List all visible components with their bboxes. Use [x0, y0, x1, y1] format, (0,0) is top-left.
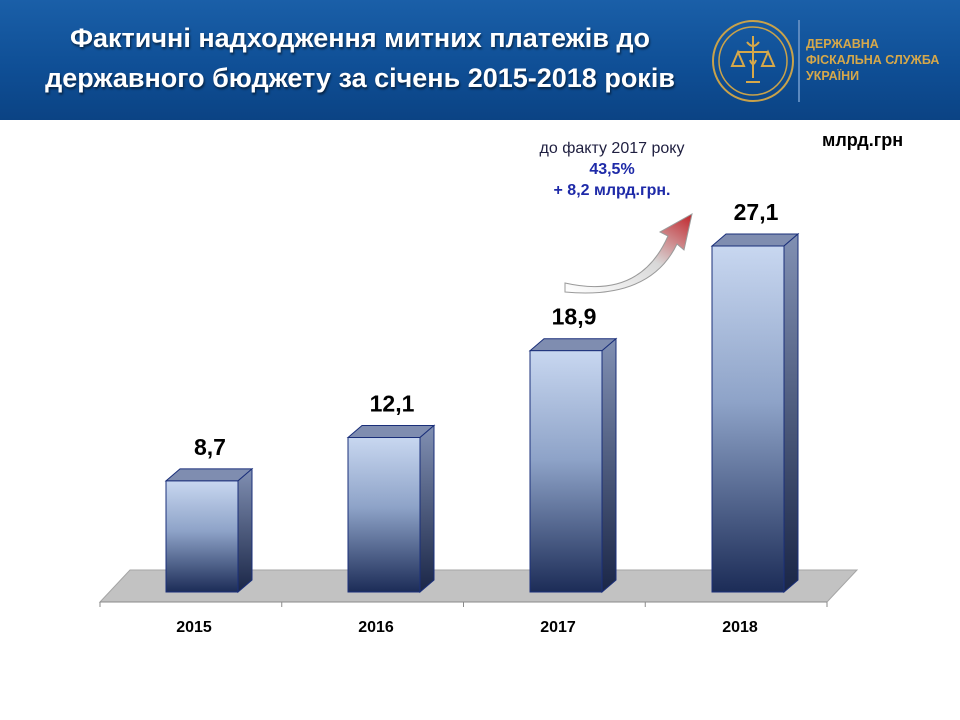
note-increase: + 8,2 млрд.грн.	[553, 182, 671, 199]
org-line-3: УКРАЇНИ	[806, 69, 860, 83]
value-label: 27,1	[734, 199, 779, 225]
value-label: 12,1	[370, 391, 415, 417]
bar-top-face	[346, 425, 436, 439]
growth-note: до факту 2017 року 43,5% + 8,2 млрд.грн.	[512, 138, 712, 201]
title-line-1: Фактичні надходження митних платежів до	[69, 23, 651, 53]
org-line-1: ДЕРЖАВНА	[806, 37, 879, 51]
note-comparison: до факту 2017 року	[539, 140, 685, 157]
value-label: 8,7	[194, 434, 226, 460]
bar-2018	[710, 232, 800, 594]
bar-side-face	[783, 232, 799, 594]
bar-top-face	[164, 468, 254, 482]
emblem-logo-icon	[712, 20, 794, 102]
bar-side-face	[237, 467, 253, 594]
logo-divider	[798, 20, 800, 102]
bar-front-face	[529, 350, 603, 593]
bar-front-face	[347, 437, 421, 593]
bar-2017	[528, 337, 618, 594]
note-percent: 43,5%	[589, 161, 635, 178]
unit-label: млрд.грн	[822, 130, 904, 150]
bar-2016	[346, 424, 436, 594]
category-label: 2016	[358, 619, 394, 636]
category-label: 2018	[722, 619, 758, 636]
category-label: 2017	[540, 619, 576, 636]
growth-arrow-icon	[564, 213, 693, 294]
page-title: Фактичні надходження митних платежів до …	[20, 18, 700, 98]
value-label: 18,9	[552, 304, 597, 330]
bar-2015	[164, 467, 254, 594]
bar-front-face	[165, 480, 239, 593]
category-label: 2015	[176, 619, 212, 636]
title-line-2: державного бюджету за січень 2015-2018 р…	[45, 63, 675, 93]
bar-side-face	[601, 337, 617, 594]
organization-name: ДЕРЖАВНА ФІСКАЛЬНА СЛУЖБА УКРАЇНИ	[806, 36, 956, 84]
bar-front-face	[711, 245, 785, 593]
bar-top-face	[710, 233, 800, 247]
bar-top-face	[528, 338, 618, 352]
header-banner: Фактичні надходження митних платежів до …	[0, 0, 960, 120]
org-line-2: ФІСКАЛЬНА СЛУЖБА	[806, 53, 940, 67]
bar-side-face	[419, 424, 435, 594]
